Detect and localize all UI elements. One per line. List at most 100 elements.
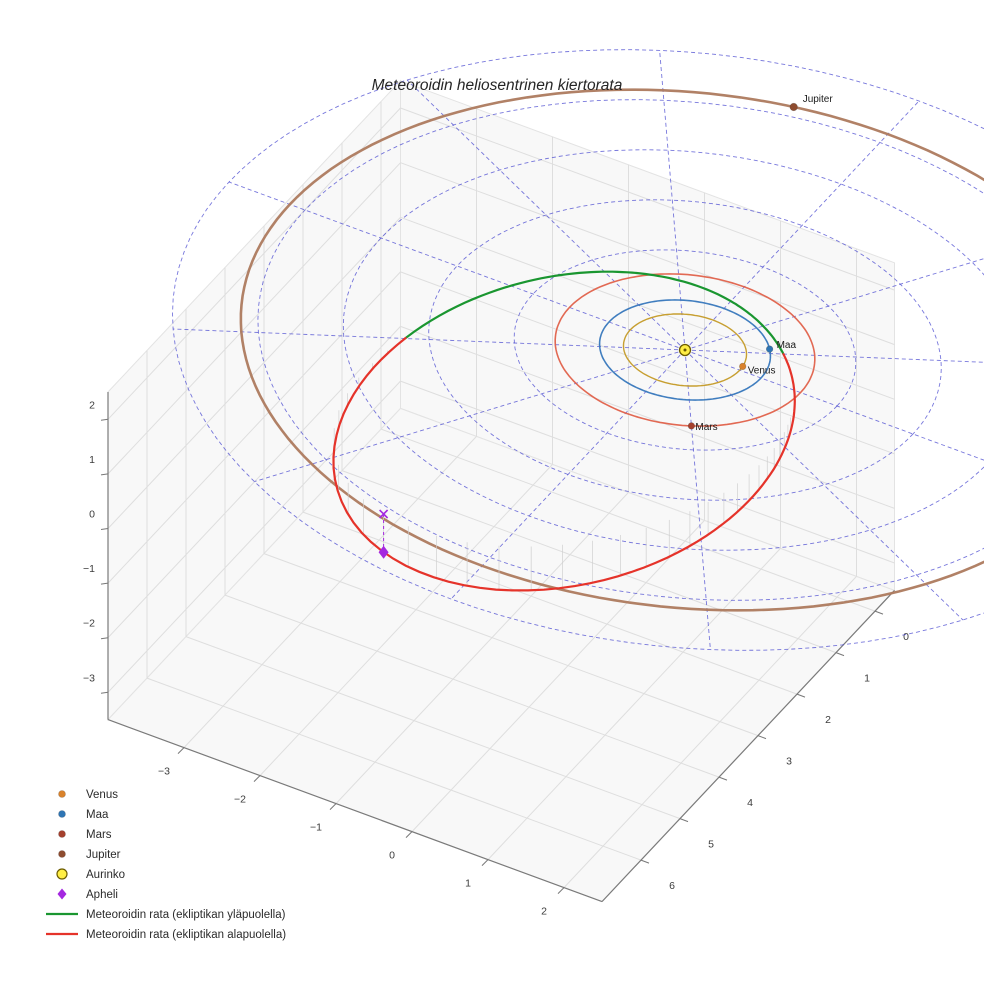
tick-mark bbox=[405, 831, 413, 838]
legend-label-2: Mars bbox=[86, 829, 112, 841]
venus-orbit bbox=[622, 313, 748, 387]
pane-gridline bbox=[400, 271, 895, 455]
axis-line bbox=[107, 719, 603, 903]
tick-label: 1 bbox=[465, 878, 471, 890]
tick-mark bbox=[557, 887, 565, 894]
tick-mark bbox=[100, 582, 109, 585]
legend-marker-dot-0 bbox=[58, 790, 66, 798]
axis-line bbox=[601, 589, 895, 903]
tick-label: −1 bbox=[83, 563, 95, 575]
polar-spoke bbox=[254, 349, 686, 483]
aphelion-markers bbox=[378, 509, 389, 559]
tick-mark bbox=[100, 473, 109, 476]
tick-label: 2 bbox=[541, 906, 547, 918]
pane-gridline bbox=[341, 470, 837, 654]
tick-mark bbox=[100, 528, 109, 530]
tick-label: −3 bbox=[83, 672, 95, 684]
legend-label-7: Meteoroidin rata (ekliptikan alapuolella… bbox=[86, 929, 286, 941]
legend: Venus Maa Mars Jupiter Aurinko Apheli Meteoroi… bbox=[46, 789, 286, 941]
axis-ticks-and-labels: −3 −2 −1 0 1 2 0 1 2 3 4 5 6 2 1 0 −1 −2 −3 bbox=[83, 399, 909, 917]
pane-gridline bbox=[400, 107, 895, 291]
tick-mark bbox=[177, 747, 185, 754]
tick-label: 2 bbox=[89, 399, 95, 411]
pane-gridline bbox=[107, 216, 401, 529]
pane-gridline bbox=[107, 271, 401, 584]
tick-label: −3 bbox=[158, 766, 170, 778]
axes-panes bbox=[107, 79, 896, 903]
pane-gridline bbox=[411, 520, 705, 832]
tick-mark bbox=[718, 776, 728, 781]
legend-label-6: Meteoroidin rata (ekliptikan yläpuolella… bbox=[86, 909, 286, 921]
pane-gridline bbox=[400, 216, 895, 400]
legend-label-0: Venus bbox=[86, 789, 118, 801]
legend-marker-dot-1 bbox=[58, 810, 66, 818]
tick-label: −1 bbox=[310, 822, 322, 834]
pane-gridline bbox=[107, 326, 401, 639]
pane-gridline bbox=[400, 162, 895, 346]
pane-gridline bbox=[259, 464, 553, 776]
tick-label: 1 bbox=[89, 454, 95, 466]
tick-label: 5 bbox=[708, 839, 714, 851]
pane-gridline bbox=[400, 325, 895, 509]
jupiter-orbit bbox=[239, 88, 984, 612]
polar-spoke bbox=[684, 258, 984, 351]
pane-gridlines bbox=[107, 101, 895, 888]
polar-ring bbox=[342, 149, 984, 551]
maa-orbit bbox=[598, 299, 772, 401]
maa-label: Maa bbox=[777, 340, 797, 351]
meteoroid-orbit-curves bbox=[332, 270, 796, 592]
tick-mark bbox=[757, 735, 767, 740]
tick-mark bbox=[796, 693, 806, 698]
mars-marker bbox=[687, 422, 696, 430]
legend-marker-circle-4 bbox=[56, 868, 68, 880]
meteoroid-orbit-below-ecliptic bbox=[332, 337, 796, 592]
legend-marker-dot-2 bbox=[58, 830, 66, 838]
ecliptic-projection-x-marker bbox=[379, 509, 389, 519]
jupiter-marker bbox=[789, 102, 798, 112]
maa-marker bbox=[765, 345, 774, 353]
venus-marker bbox=[739, 362, 747, 371]
legend-label-4: Aurinko bbox=[86, 869, 125, 881]
tick-label: 3 bbox=[786, 756, 792, 768]
mars-label: Mars bbox=[695, 422, 717, 433]
tick-mark bbox=[329, 803, 337, 810]
meteoroid-orbit-above-ecliptic bbox=[404, 270, 785, 356]
tick-label: 0 bbox=[89, 509, 95, 521]
pane-gridline bbox=[563, 576, 857, 888]
planet-markers-and-labels: Venus Maa Mars Jupiter bbox=[678, 94, 833, 433]
legend-marker-dot-3 bbox=[58, 850, 66, 858]
venus-label: Venus bbox=[748, 365, 776, 376]
aphelion-diamond-marker bbox=[378, 545, 389, 559]
tick-mark bbox=[874, 610, 884, 615]
legend-marker-diamond-5 bbox=[57, 888, 67, 900]
pane-gridline bbox=[335, 492, 629, 804]
legend-label-1: Maa bbox=[86, 809, 109, 821]
pane-gridline bbox=[107, 380, 401, 693]
legend-label-5: Apheli bbox=[86, 889, 118, 901]
tick-label: −2 bbox=[234, 794, 246, 806]
tick-mark bbox=[100, 418, 109, 421]
tick-label: 4 bbox=[747, 797, 753, 809]
tick-label: 0 bbox=[903, 631, 909, 643]
pane-gridline bbox=[224, 594, 720, 778]
pane-gridline bbox=[263, 553, 759, 737]
tick-label: −2 bbox=[83, 618, 95, 630]
tick-mark bbox=[679, 818, 689, 823]
tick-mark bbox=[253, 775, 261, 782]
polar-ring bbox=[257, 99, 984, 601]
tick-mark bbox=[481, 859, 489, 866]
tick-mark bbox=[835, 652, 845, 657]
tick-mark bbox=[100, 691, 109, 694]
pane-gridline bbox=[302, 511, 798, 695]
tick-label: 1 bbox=[864, 673, 870, 685]
pane-gridline bbox=[183, 436, 477, 748]
legend-label-3: Jupiter bbox=[86, 849, 121, 861]
pane-gridline bbox=[107, 107, 401, 420]
tick-label: 0 bbox=[389, 850, 395, 862]
pane-gridline bbox=[146, 677, 642, 861]
pane-gridline bbox=[107, 162, 401, 475]
tick-label: 6 bbox=[669, 880, 675, 892]
tick-mark bbox=[640, 859, 650, 864]
